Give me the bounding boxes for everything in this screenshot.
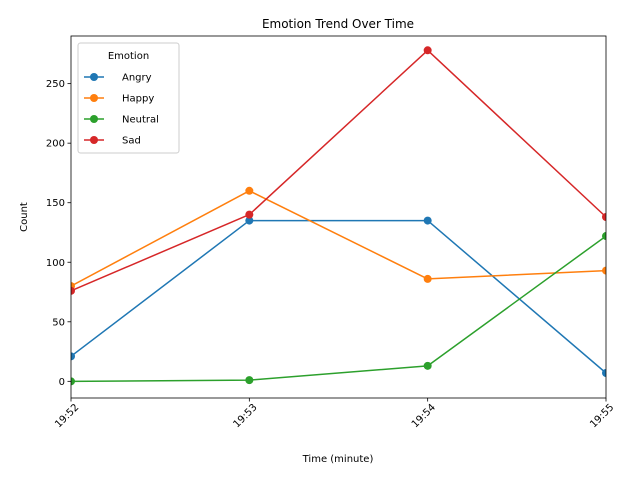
y-axis-label: Count: [19, 202, 30, 232]
chart-title: Emotion Trend Over Time: [262, 17, 414, 31]
data-point-happy: [602, 266, 606, 275]
legend-swatch-marker: [90, 136, 98, 144]
data-point-angry: [245, 216, 254, 225]
legend-title: Emotion: [108, 51, 149, 62]
y-tick-label: 200: [46, 139, 65, 150]
y-tick-label: 250: [46, 79, 65, 90]
series-line-neutral: [71, 235, 606, 383]
data-point-sad: [602, 213, 606, 221]
legend: Emotion Angry Happy Neutral Sad: [77, 42, 180, 154]
y-tick-label: 0: [59, 377, 65, 388]
data-point-sad: [71, 286, 75, 295]
legend-label: Neutral: [122, 115, 159, 126]
legend-label: Sad: [122, 136, 141, 147]
legend-box: [77, 42, 180, 154]
x-tick-label: 19:55: [588, 402, 616, 430]
data-point-neutral: [245, 376, 254, 385]
x-tick-label: 19:54: [410, 402, 438, 430]
data-point-neutral: [423, 361, 432, 370]
data-point-happy: [245, 186, 254, 195]
y-tick-label: 50: [52, 317, 65, 328]
data-point-angry: [602, 368, 606, 377]
series-line-angry: [71, 219, 606, 374]
x-tick-label: 19:53: [231, 402, 259, 430]
x-tick-label: 19:52: [53, 402, 81, 430]
data-point-neutral: [602, 232, 606, 241]
data-point-sad: [423, 46, 432, 55]
data-point-sad: [245, 210, 254, 219]
data-point-angry: [423, 216, 432, 225]
x-axis-label: Time (minute): [302, 454, 374, 465]
y-tick-label: 100: [46, 258, 65, 269]
legend-label: Happy: [122, 94, 154, 105]
series-line-sad: [71, 49, 606, 292]
legend-swatch-marker: [90, 94, 98, 102]
legend-swatch-marker: [90, 73, 98, 81]
data-point-angry: [71, 352, 75, 361]
data-point-neutral: [71, 377, 75, 386]
y-tick-label: 150: [46, 198, 65, 209]
plot-frame: [70, 35, 607, 399]
series-line-happy: [71, 190, 606, 287]
legend-swatch-marker: [90, 115, 98, 123]
data-point-happy: [423, 274, 432, 283]
legend-label: Angry: [122, 73, 152, 84]
